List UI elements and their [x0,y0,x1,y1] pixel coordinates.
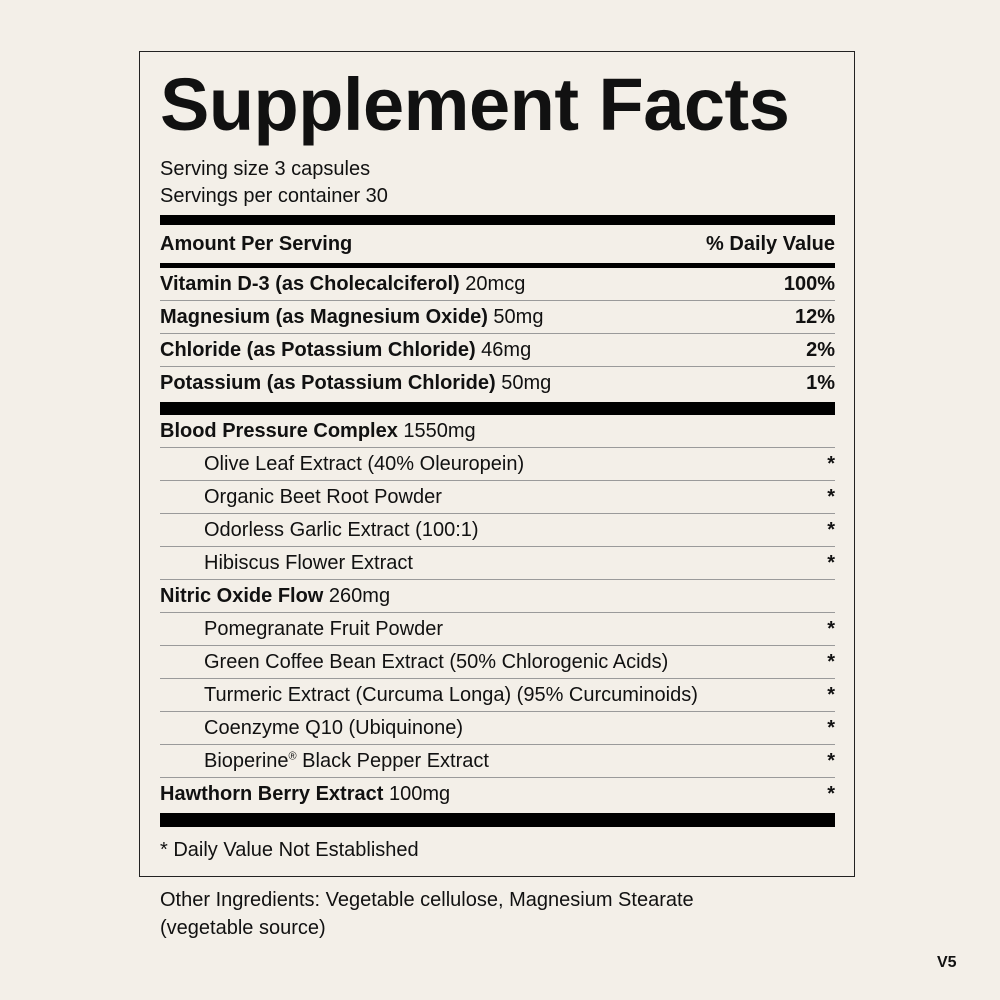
registered-mark: ® [288,749,297,762]
ingredient-row: Hawthorn Berry Extract 100mg * [160,778,835,811]
daily-value: 100% [783,272,835,295]
ingredient-row: Pomegranate Fruit Powder * [160,613,835,646]
supplement-facts-panel: Supplement Facts Serving size 3 capsules… [139,51,855,877]
nutrient-label: Chloride (as Potassium Chloride) 46mg [160,339,531,362]
other-ingredients: Other Ingredients: Vegetable cellulose, … [160,886,694,942]
nutrient-name: Potassium (as Potassium Chloride) [160,372,496,394]
blend-row: Blood Pressure Complex 1550mg [160,415,835,448]
ingredient-row: Green Coffee Bean Extract (50% Chlorogen… [160,646,835,679]
blend-label: Nitric Oxide Flow 260mg [160,585,390,608]
nutrient-name: Chloride (as Potassium Chloride) [160,338,476,361]
ingredient-row: Organic Beet Root Powder * [160,481,835,514]
amount-per-serving-label: Amount Per Serving [160,232,353,255]
ingredient-name: Hawthorn Berry Extract [160,783,384,805]
nutrient-name: Magnesium (as Magnesium Oxide) [160,305,488,328]
daily-value: * [827,452,835,475]
header-row: Amount Per Serving % Daily Value [160,225,835,263]
blend-amount: 260mg [328,584,391,607]
blend-name: Nitric Oxide Flow [160,584,324,607]
nutrient-amount: 46mg [481,338,532,361]
ingredient-row: Olive Leaf Extract (40% Oleuropein) * [160,448,835,481]
ingredient-row: Turmeric Extract (Curcuma Longa) (95% Cu… [160,679,835,712]
ingredient-row: Hibiscus Flower Extract * [160,547,835,580]
ingredient-name: Odorless Garlic Extract (100:1) [204,518,479,541]
ingredient-name: Coenzyme Q10 (Ubiquinone) [204,716,464,739]
daily-value: * [827,551,835,574]
ingredient-name-rest: Black Pepper Extract [296,749,489,772]
serving-size: Serving size 3 capsules [160,158,371,180]
divider-medium [160,263,835,268]
daily-value: * [827,650,835,673]
ingredient-row: Coenzyme Q10 (Ubiquinone) * [160,712,835,745]
daily-value: * [827,749,835,772]
nutrient-amount: 20mcg [465,272,526,295]
nutrient-label: Vitamin D-3 (as Cholecalciferol) 20mcg [160,273,525,296]
nutrient-label: Potassium (as Potassium Chloride) 50mg [160,372,551,395]
divider-thick [160,813,835,827]
other-ingredients-line: (vegetable source) [160,917,326,939]
ingredient-name: Green Coffee Bean Extract (50% Chlorogen… [204,650,669,673]
nutrient-row: Chloride (as Potassium Chloride) 46mg 2% [160,334,835,367]
blend-amount: 1550mg [403,419,476,442]
ingredient-name: Pomegranate Fruit Powder [204,617,444,640]
panel-title: Supplement Facts [160,63,790,146]
ingredient-name: Organic Beet Root Powder [204,485,442,508]
other-ingredients-line: Other Ingredients: Vegetable cellulose, … [160,889,694,911]
version-label: V5 [937,954,957,971]
servings-per-container: Servings per container 30 [160,185,388,207]
daily-value: * [827,683,835,706]
daily-value: 1% [806,372,835,394]
daily-value: 2% [806,338,835,361]
nutrient-label: Magnesium (as Magnesium Oxide) 50mg [160,306,543,329]
daily-value: * [827,485,835,508]
divider-thick [160,215,835,225]
daily-value: 12% [794,305,835,328]
blend-name: Blood Pressure Complex [160,419,398,442]
ingredient-amount: 100mg [388,783,451,805]
blend-label: Blood Pressure Complex 1550mg [160,420,476,443]
ingredient-name: Olive Leaf Extract (40% Oleuropein) [204,452,525,475]
nutrient-row: Potassium (as Potassium Chloride) 50mg 1% [160,367,835,400]
daily-value: * [827,783,835,805]
nutrient-name: Vitamin D-3 (as Cholecalciferol) [160,272,460,295]
ingredient-name: Bioperine [204,749,289,772]
blend-row: Nitric Oxide Flow 260mg [160,580,835,613]
nutrient-amount: 50mg [493,305,544,328]
daily-value: * [827,518,835,541]
footnote: * Daily Value Not Established [160,839,419,861]
ingredient-row: Odorless Garlic Extract (100:1) * [160,514,835,547]
ingredient-name: Hibiscus Flower Extract [204,551,413,574]
nutrient-row: Vitamin D-3 (as Cholecalciferol) 20mcg 10… [160,268,835,301]
ingredient-name: Turmeric Extract (Curcuma Longa) (95% Cu… [204,683,698,706]
divider-thick [160,402,835,415]
daily-value: * [827,716,835,739]
daily-value: * [827,617,835,640]
ingredient-row: Bioperine® Black Pepper Extract * [160,745,835,778]
daily-value-label: % Daily Value [706,232,835,255]
nutrient-amount: 50mg [501,372,552,394]
nutrient-row: Magnesium (as Magnesium Oxide) 50mg 12% [160,301,835,334]
